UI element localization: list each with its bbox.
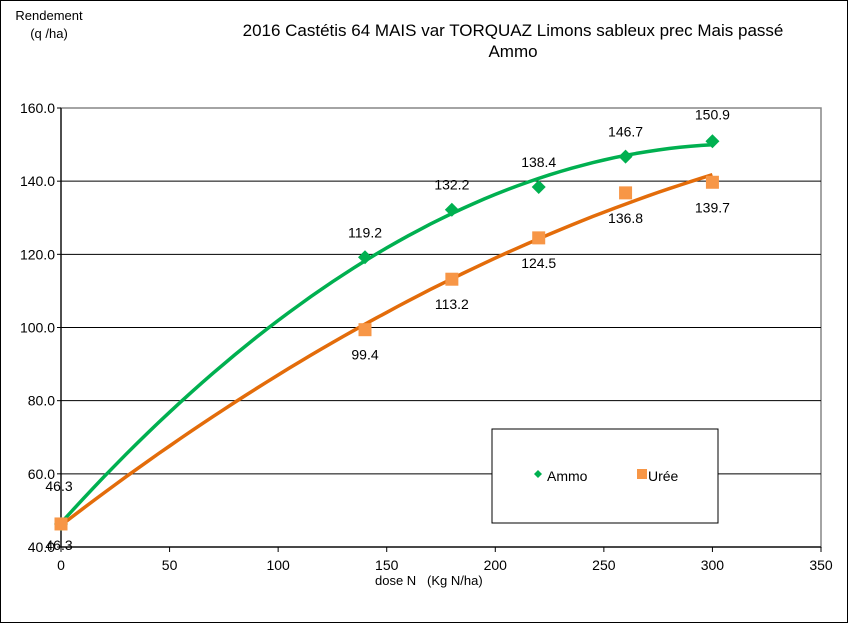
data-point-uree — [705, 175, 719, 189]
data-point-uree — [445, 272, 459, 286]
chart-title-line2: Ammo — [488, 42, 537, 61]
chart-title-line1: 2016 Castétis 64 MAIS var TORQUAZ Limons… — [243, 21, 784, 40]
legend-ammo-label: Ammo — [547, 468, 588, 484]
data-point-ammo — [705, 134, 720, 149]
y-tick-label: 140.0 — [20, 173, 55, 189]
x-tick-label: 100 — [266, 557, 290, 573]
legend-ammo-marker — [534, 470, 542, 478]
data-label-uree: 139.7 — [695, 199, 730, 215]
data-point-ammo — [444, 202, 459, 217]
y-tick-label: 160.0 — [20, 100, 55, 116]
y-axis-label-line2: (q /ha) — [30, 26, 68, 41]
y-axis-label-line1: Rendement — [15, 8, 83, 23]
legend: Ammo Urée — [491, 428, 719, 524]
legend-box — [491, 428, 719, 524]
x-tick-label: 150 — [375, 557, 399, 573]
data-label-ammo: 119.2 — [348, 224, 382, 240]
data-label-uree: 124.5 — [521, 255, 556, 271]
trendline-uree — [59, 173, 713, 527]
data-label-uree: 99.4 — [351, 347, 378, 363]
x-tick-label: 250 — [592, 557, 616, 573]
x-tick-label: 300 — [701, 557, 725, 573]
data-label-ammo: 132.2 — [434, 177, 469, 193]
data-point-uree — [619, 186, 633, 200]
data-point-ammo — [358, 250, 372, 265]
data-point-uree — [358, 323, 372, 337]
data-label-uree: 136.8 — [608, 210, 643, 226]
x-tick-label: 0 — [57, 557, 65, 573]
x-tick-label: 50 — [162, 557, 178, 573]
y-tick-label: 120.0 — [20, 246, 55, 262]
data-label-ammo: 46.3 — [45, 478, 72, 494]
data-label-uree: 113.2 — [435, 296, 469, 312]
data-point-uree — [54, 517, 68, 531]
data-label-ammo: 150.9 — [695, 106, 730, 122]
trendline-ammo — [59, 142, 713, 525]
y-tick-label: 100.0 — [20, 320, 55, 336]
data-point-ammo — [618, 149, 633, 164]
y-tick-label: 40.0 — [28, 539, 55, 555]
data-point-ammo — [531, 180, 546, 195]
data-label-uree: 46.3 — [45, 537, 72, 553]
data-label-ammo: 138.4 — [521, 154, 556, 170]
data-label-ammo: 146.7 — [608, 124, 643, 140]
legend-uree-marker — [637, 469, 647, 479]
data-point-uree — [532, 231, 546, 245]
y-tick-label: 60.0 — [28, 466, 55, 482]
y-tick-label: 80.0 — [28, 393, 55, 409]
x-axis-label: dose N (Kg N/ha) — [375, 573, 483, 588]
x-tick-label: 350 — [809, 557, 833, 573]
x-tick-label: 200 — [484, 557, 508, 573]
legend-uree-label: Urée — [648, 468, 679, 484]
